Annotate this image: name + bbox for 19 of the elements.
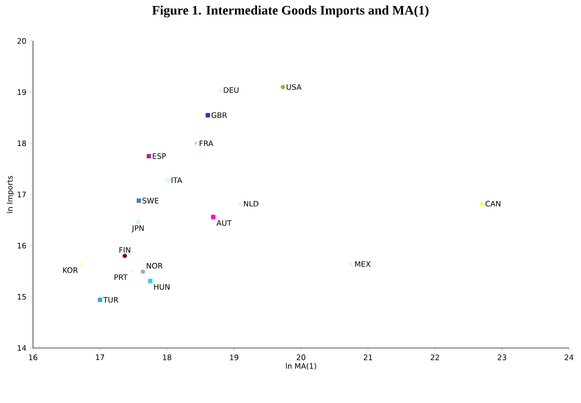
point: [146, 154, 152, 158]
point: [194, 142, 198, 145]
point: [211, 214, 216, 220]
point: [140, 270, 146, 274]
point: [480, 202, 484, 205]
point: [129, 270, 132, 273]
point: [218, 88, 222, 92]
point: [280, 84, 286, 90]
point: [136, 198, 142, 203]
point: [122, 254, 127, 258]
point: [148, 278, 152, 284]
point: [206, 112, 210, 118]
point: [136, 220, 140, 224]
point: [98, 298, 102, 302]
point: [350, 262, 353, 266]
point: [79, 262, 84, 266]
chart-title: Figure 1. Intermediate Goods Imports and MA(1): [152, 6, 428, 18]
point: [238, 202, 242, 206]
point: [165, 178, 170, 182]
